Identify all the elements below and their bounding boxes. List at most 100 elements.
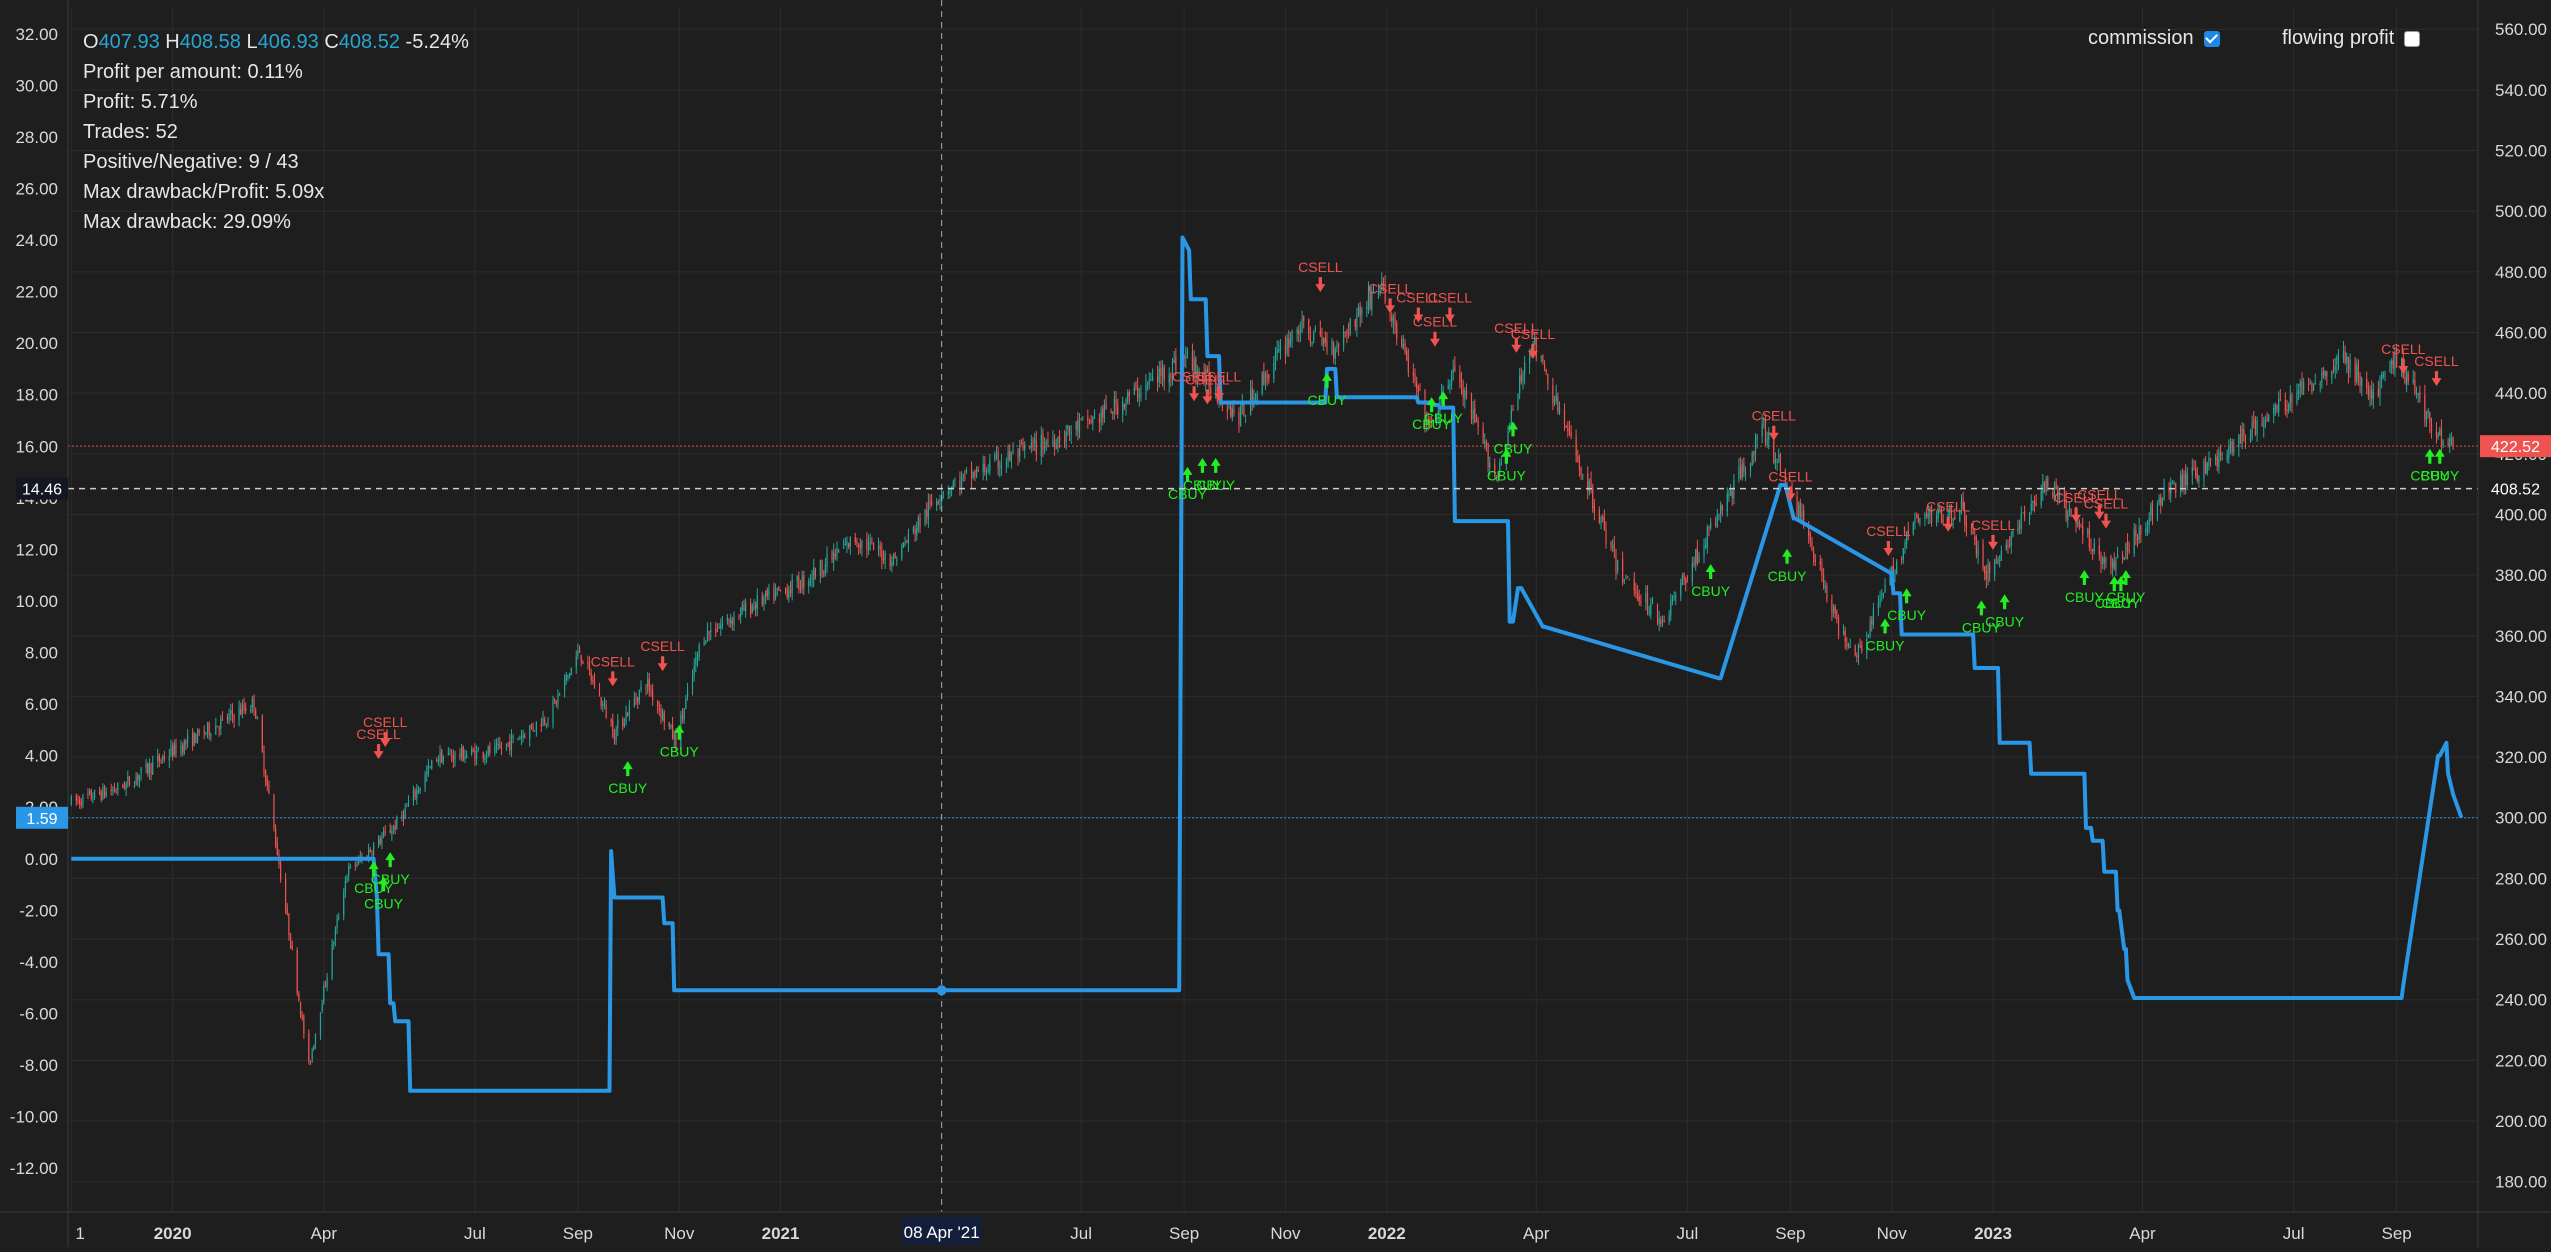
flowing-profit-checkbox[interactable] (2404, 30, 2421, 47)
candle-body (1333, 343, 1335, 359)
left-price-axis[interactable]: -12.00-10.00-8.00-6.00-4.00-2.000.002.00… (10, 0, 69, 1247)
candle-body (2030, 503, 2032, 511)
candle-body (2121, 554, 2124, 559)
up-arrow-icon (1999, 594, 2010, 610)
up-arrow-icon (1976, 600, 1987, 616)
candle-body (1208, 370, 1210, 388)
commission-checkbox[interactable] (2203, 30, 2220, 47)
down-arrow-icon (1511, 337, 1522, 353)
candle-body (1264, 373, 1267, 383)
candle-body (401, 815, 403, 817)
candle-body (2278, 399, 2280, 412)
candle-body (1226, 409, 1228, 412)
candle-body (135, 777, 137, 785)
candle-body (105, 791, 107, 797)
candle-body (1675, 596, 1677, 598)
left-axis-tick-label: 32.00 (15, 25, 58, 44)
candle-body (2430, 424, 2433, 432)
candle-body (1499, 463, 1501, 476)
candle-body (1344, 331, 1346, 333)
time-axis[interactable]: 1 2020 Apr Jul Sep Nov 2021 Jul Sep Nov 2022 Apr Jul… (0, 1211, 2551, 1243)
candle-body (2045, 478, 2047, 492)
candle-body (768, 589, 770, 596)
candle-body (638, 690, 640, 701)
candle-body (1570, 432, 1572, 439)
candle-body (1663, 620, 1665, 623)
candle-body (1590, 479, 1592, 488)
candle-body (1426, 420, 1428, 426)
crosshair-left-label: 14.46 (16, 477, 68, 500)
candle-body (1930, 507, 1933, 524)
candle-body (1113, 398, 1115, 413)
candle-body (253, 696, 255, 709)
candle-body (1070, 432, 1072, 435)
candle-body (2346, 356, 2348, 364)
candle-body (1543, 364, 1546, 369)
sell-marker: CSELL (1971, 517, 2015, 550)
left-axis-tick-label: -10.00 (10, 1108, 58, 1127)
candle-body (1776, 458, 1778, 463)
candle-body (1191, 351, 1194, 371)
candle-body (588, 660, 591, 671)
candle-body (731, 618, 733, 624)
candle-body (373, 844, 375, 856)
sell-marker-label: CSELL (1396, 289, 1441, 305)
candle-body (343, 893, 345, 916)
candle-body (1638, 596, 1640, 602)
candle-body (2148, 517, 2150, 526)
flowing-profit-toggle[interactable]: flowing profit (2282, 27, 2421, 50)
candle-body (407, 802, 410, 805)
candle-body (706, 629, 709, 641)
candle-body (284, 878, 287, 910)
candle-body (2123, 557, 2125, 560)
candle-body (461, 747, 463, 758)
candle-body (2309, 383, 2311, 385)
candle-body (1917, 513, 1919, 522)
commission-toggle[interactable]: commission (2088, 27, 2220, 50)
sell-marker-label: CSELL (356, 726, 401, 742)
candle-body (1110, 411, 1112, 414)
candle-body (529, 726, 531, 740)
candle-body (960, 476, 963, 489)
candle-body (884, 552, 886, 561)
candle-body (348, 866, 350, 876)
time-axis-tick-label: 2022 (1368, 1224, 1406, 1243)
right-axis-tick-label: 480.00 (2495, 263, 2547, 282)
candle-body (1392, 316, 1395, 324)
candle-body (1660, 619, 1662, 625)
candle-body (1020, 442, 1022, 444)
candle-body (1749, 463, 1752, 472)
candle-body (570, 668, 572, 676)
candle-body (939, 499, 941, 502)
candle-body (784, 588, 787, 590)
candle-body (368, 849, 370, 859)
candle-body (1494, 464, 1496, 477)
candle-body (2133, 528, 2135, 554)
candle-body (2379, 378, 2381, 396)
sell-marker-label: CSELL (1752, 408, 1797, 424)
candle-body (1718, 514, 1720, 517)
candle-body (1970, 525, 1973, 528)
right-price-axis[interactable]: 180.00 200.00 220.00 240.00 260.00 280.00 300.… (2477, 0, 2547, 1247)
candle-body (77, 799, 79, 801)
candle-body (1052, 439, 1054, 445)
candle-body (1703, 546, 1705, 558)
candle-body (2449, 438, 2451, 448)
candle-body (1809, 533, 1811, 541)
buy-marker: CBUY (364, 876, 404, 911)
buy-marker: CBUY (1412, 397, 1452, 432)
candle-body (2136, 536, 2139, 542)
up-arrow-icon (1901, 588, 1912, 604)
candle-body (2284, 400, 2286, 411)
candle-body (753, 605, 755, 609)
candle-body (2264, 419, 2267, 427)
candle-body (1826, 586, 1828, 600)
candle-body (728, 618, 730, 623)
candle-body (122, 784, 124, 788)
candle-body (2028, 512, 2031, 520)
candle-body (808, 581, 810, 587)
right-axis-tick-label: 540.00 (2495, 81, 2547, 100)
candle-body (1406, 350, 1408, 360)
